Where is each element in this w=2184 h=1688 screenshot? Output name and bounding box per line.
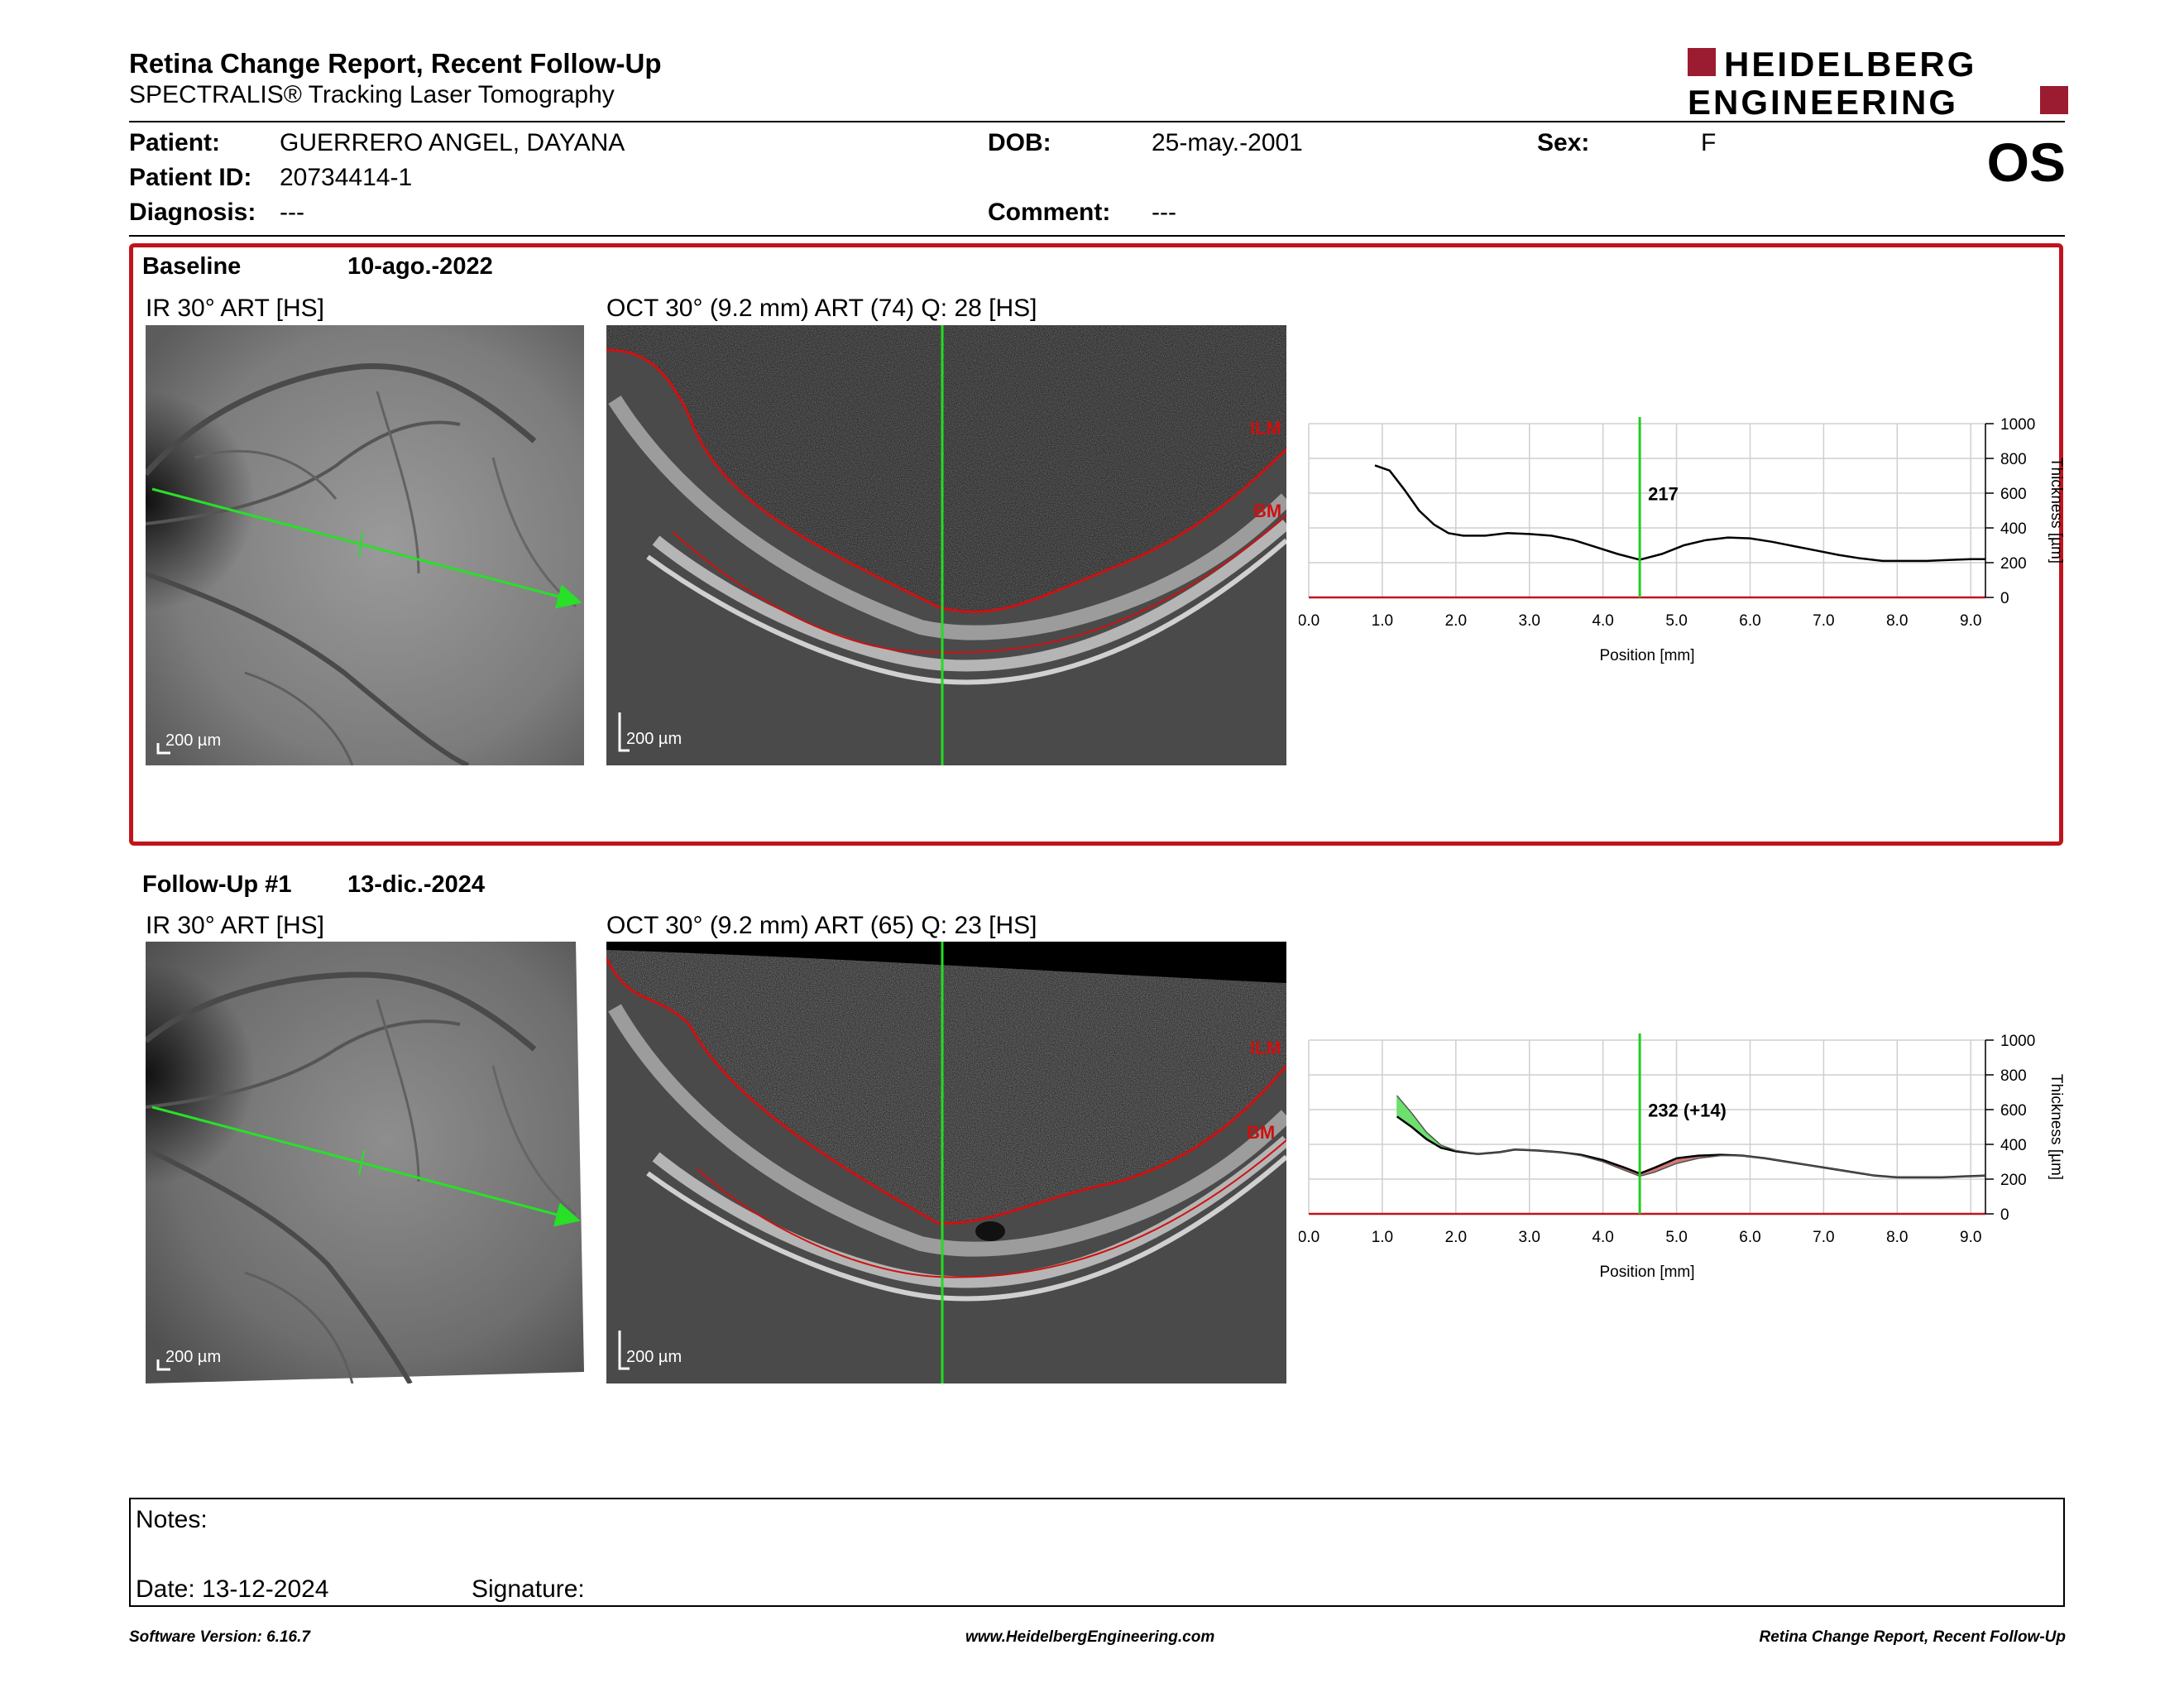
thickness-change-area <box>1410 1111 1427 1140</box>
x-tick-label: 0.0 <box>1299 1229 1320 1246</box>
diagnosis-value: --- <box>280 199 304 226</box>
x-tick-label: 6.0 <box>1739 1229 1760 1246</box>
y-tick-label: 200 <box>2000 555 2027 573</box>
heidelberg-logo: HEIDELBERG ENGINEERING <box>1688 45 2068 122</box>
svg-text:ILM: ILM <box>1250 418 1281 439</box>
cursor-value-label: 217 <box>1648 483 1679 504</box>
x-tick-label: 5.0 <box>1665 612 1687 630</box>
y-axis-label: Thickness [µm] <box>2048 458 2065 563</box>
svg-text:BM: BM <box>1253 501 1281 521</box>
patient-id-value: 20734414-1 <box>280 164 413 191</box>
baseline-label: Baseline <box>142 253 242 280</box>
footer-report-name: Retina Change Report, Recent Follow-Up <box>1759 1628 2066 1646</box>
footer-software-version: Software Version: 6.16.7 <box>129 1628 310 1646</box>
baseline-oct-caption: OCT 30° (9.2 mm) ART (74) Q: 28 [HS] <box>606 295 1037 322</box>
patient-name: GUERRERO ANGEL, DAYANA <box>280 129 625 156</box>
dob-label: DOB: <box>988 129 1051 156</box>
followup-oct-image: ILM BM 200 µm <box>606 942 1286 1383</box>
x-tick-label: 2.0 <box>1445 612 1467 630</box>
y-tick-label: 800 <box>2000 1067 2027 1085</box>
signature-label: Signature: <box>472 1575 585 1603</box>
y-tick-label: 1000 <box>2000 1033 2035 1050</box>
thickness-series-line <box>1374 464 1985 563</box>
svg-text:200 µm: 200 µm <box>165 1348 221 1366</box>
x-tick-label: 9.0 <box>1960 1229 1981 1246</box>
report-subtitle: SPECTRALIS® Tracking Laser Tomography <box>129 81 615 108</box>
y-tick-label: 600 <box>2000 1102 2027 1120</box>
followup-oct-caption: OCT 30° (9.2 mm) ART (65) Q: 23 [HS] <box>606 912 1037 939</box>
x-tick-label: 1.0 <box>1372 612 1393 630</box>
svg-text:200 µm: 200 µm <box>626 730 682 748</box>
baseline-highlight-box <box>129 243 2063 846</box>
comment-value: --- <box>1152 199 1176 226</box>
x-tick-label: 7.0 <box>1813 1229 1834 1246</box>
x-tick-label: 3.0 <box>1519 1229 1540 1246</box>
baseline-ir-image: 200 µm <box>146 325 584 765</box>
thickness-series-line <box>1396 1095 1986 1178</box>
y-tick-label: 0 <box>2000 1206 2009 1224</box>
diagnosis-label: Diagnosis: <box>129 199 256 226</box>
y-tick-label: 200 <box>2000 1172 2027 1189</box>
notes-date: Date: 13-12-2024 <box>136 1575 329 1603</box>
baseline-oct-image: ILM BM 200 µm <box>606 325 1286 765</box>
comment-label: Comment: <box>988 199 1111 226</box>
eye-label: OS <box>1986 132 2066 193</box>
x-tick-label: 7.0 <box>1813 612 1834 630</box>
x-tick-label: 9.0 <box>1960 612 1981 630</box>
baseline-thickness-chart: 0 200 400 600 800 1000 0.0 1.0 2.0 3.0 4.0 5.0 6.0 7.… <box>1299 414 2076 679</box>
cursor-value-label: 232 (+14) <box>1648 1100 1727 1120</box>
y-tick-label: 0 <box>2000 590 2009 607</box>
followup-label: Follow-Up #1 <box>142 871 292 898</box>
followup-thickness-chart: 0 200 400 600 800 1000 0.0 1.0 2.0 3.0 4.0 5.0 6.0 7.… <box>1299 1030 2076 1295</box>
header-divider <box>129 121 2065 122</box>
svg-text:ENGINEERING: ENGINEERING <box>1688 83 1958 117</box>
y-tick-label: 400 <box>2000 1137 2027 1154</box>
svg-text:HEIDELBERG: HEIDELBERG <box>1724 45 1976 84</box>
baseline-date: 10-ago.-2022 <box>347 253 493 280</box>
x-tick-label: 5.0 <box>1665 1229 1687 1246</box>
x-axis-label: Position [mm] <box>1599 647 1694 664</box>
patient-divider <box>129 235 2065 237</box>
svg-text:BM: BM <box>1247 1122 1275 1143</box>
x-tick-label: 1.0 <box>1372 1229 1393 1246</box>
patient-label: Patient: <box>129 129 221 156</box>
x-tick-label: 8.0 <box>1886 1229 1908 1246</box>
footer-website-link[interactable]: www.HeidelbergEngineering.com <box>965 1628 1215 1646</box>
x-tick-label: 4.0 <box>1592 612 1613 630</box>
x-tick-label: 8.0 <box>1886 612 1908 630</box>
followup-ir-image: 200 µm <box>146 942 584 1383</box>
svg-text:200 µm: 200 µm <box>626 1348 682 1366</box>
x-tick-label: 2.0 <box>1445 1229 1467 1246</box>
x-tick-label: 0.0 <box>1299 612 1320 630</box>
y-tick-label: 600 <box>2000 486 2027 503</box>
x-tick-label: 4.0 <box>1592 1229 1613 1246</box>
y-tick-label: 1000 <box>2000 416 2035 434</box>
x-axis-label: Position [mm] <box>1599 1264 1694 1281</box>
dob-value: 25-may.-2001 <box>1152 129 1303 156</box>
y-tick-label: 800 <box>2000 451 2027 468</box>
followup-ir-caption: IR 30° ART [HS] <box>146 912 324 939</box>
x-tick-label: 3.0 <box>1519 612 1540 630</box>
svg-text:200 µm: 200 µm <box>165 731 221 750</box>
sex-label: Sex: <box>1537 129 1590 156</box>
notes-label: Notes: <box>136 1506 208 1533</box>
svg-text:ILM: ILM <box>1250 1038 1281 1058</box>
patient-id-label: Patient ID: <box>129 164 252 191</box>
followup-date: 13-dic.-2024 <box>347 871 486 898</box>
report-title: Retina Change Report, Recent Follow-Up <box>129 48 662 79</box>
y-tick-label: 400 <box>2000 520 2027 538</box>
x-tick-label: 6.0 <box>1739 612 1760 630</box>
baseline-ir-caption: IR 30° ART [HS] <box>146 295 324 322</box>
sex-value: F <box>1701 129 1717 156</box>
notes-box[interactable] <box>129 1498 2065 1607</box>
y-axis-label: Thickness [µm] <box>2048 1074 2065 1180</box>
